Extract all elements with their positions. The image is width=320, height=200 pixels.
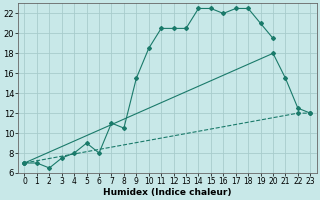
X-axis label: Humidex (Indice chaleur): Humidex (Indice chaleur) bbox=[103, 188, 232, 197]
